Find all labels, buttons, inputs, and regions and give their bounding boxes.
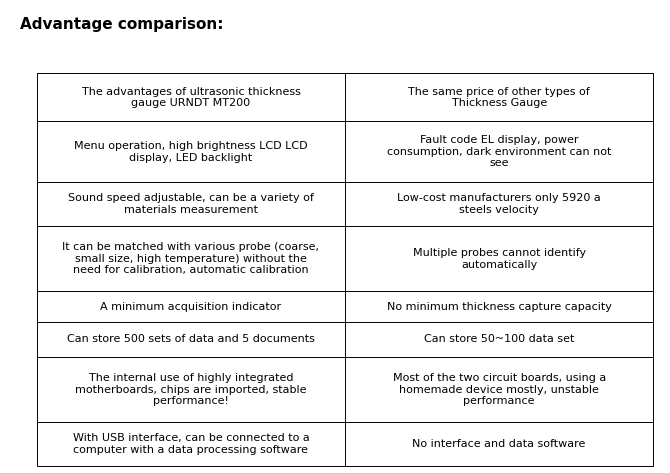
Text: The advantages of ultrasonic thickness
gauge URNDT MT200: The advantages of ultrasonic thickness g… [82,87,300,108]
Text: No interface and data software: No interface and data software [413,439,586,449]
Text: Low-cost manufacturers only 5920 a
steels velocity: Low-cost manufacturers only 5920 a steel… [397,193,601,215]
Text: It can be matched with various probe (coarse,
small size, high temperature) with: It can be matched with various probe (co… [62,242,320,275]
Text: Multiple probes cannot identify
automatically: Multiple probes cannot identify automati… [413,248,586,270]
Text: Advantage comparison:: Advantage comparison: [20,17,224,32]
Text: A minimum acquisition indicator: A minimum acquisition indicator [100,302,281,312]
Text: Most of the two circuit boards, using a
homemade device mostly, unstable
perform: Most of the two circuit boards, using a … [393,373,606,406]
Text: Menu operation, high brightness LCD LCD
display, LED backlight: Menu operation, high brightness LCD LCD … [74,141,308,163]
Text: No minimum thickness capture capacity: No minimum thickness capture capacity [387,302,612,312]
Text: The internal use of highly integrated
motherboards, chips are imported, stable
p: The internal use of highly integrated mo… [75,373,307,406]
Text: The same price of other types of
Thickness Gauge: The same price of other types of Thickne… [408,87,590,108]
Text: Fault code EL display, power
consumption, dark environment can not
see: Fault code EL display, power consumption… [387,135,611,168]
Text: Can store 500 sets of data and 5 documents: Can store 500 sets of data and 5 documen… [67,334,315,344]
Bar [37,73,653,466]
Text: With USB interface, can be connected to a
computer with a data processing softwa: With USB interface, can be connected to … [72,433,310,455]
Text: Sound speed adjustable, can be a variety of
materials measurement: Sound speed adjustable, can be a variety… [68,193,314,215]
Text: Can store 50~100 data set: Can store 50~100 data set [424,334,574,344]
